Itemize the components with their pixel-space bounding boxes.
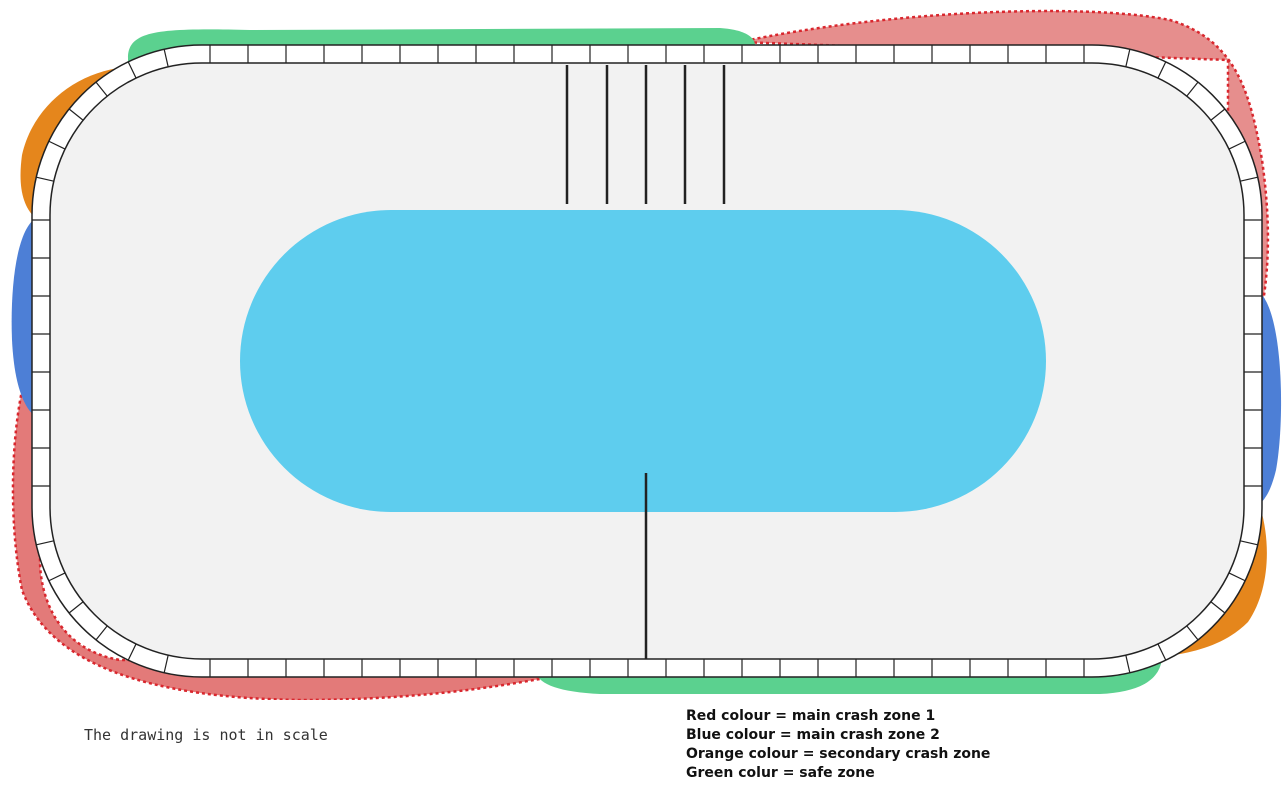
crash-zone-diagram xyxy=(11,9,1282,700)
start-lines xyxy=(565,65,726,204)
legend-green: Green colur = safe zone xyxy=(686,765,875,781)
legend-blue: Blue colour = main crash zone 2 xyxy=(686,727,940,743)
red-zone-top-right xyxy=(739,9,1270,320)
scale-note: The drawing is not in scale xyxy=(84,726,328,744)
legend-orange: Orange colour = secondary crash zone xyxy=(686,746,991,762)
barrier-segments xyxy=(32,45,1262,677)
legend: Red colour = main crash zone 1 Blue colo… xyxy=(686,707,990,783)
infield xyxy=(240,210,1046,512)
legend-red: Red colour = main crash zone 1 xyxy=(686,708,936,724)
